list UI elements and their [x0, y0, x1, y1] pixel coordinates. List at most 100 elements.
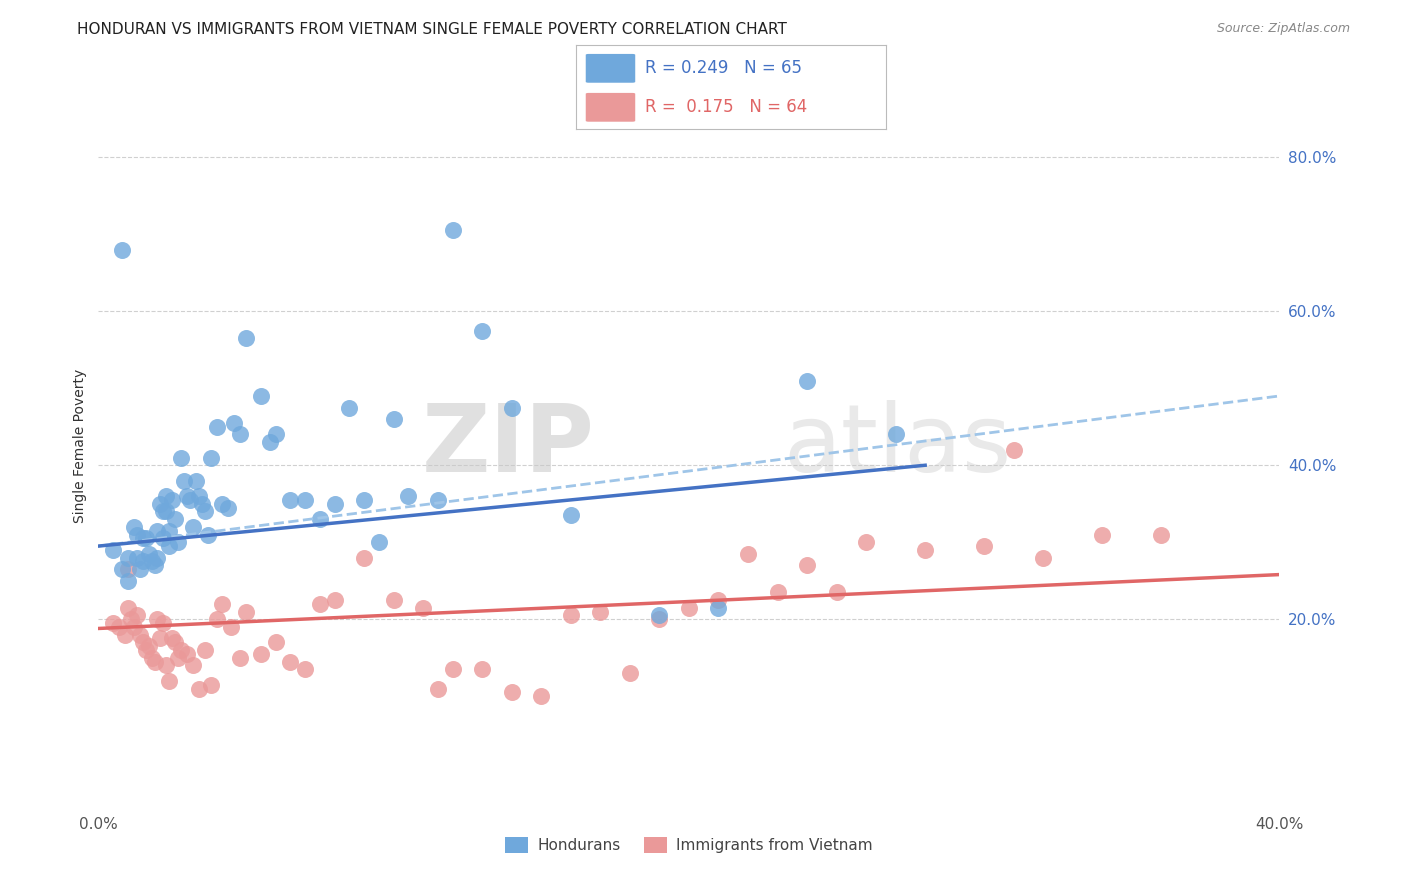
Point [128, 562, 150, 576]
Point [766, 585, 789, 599]
Point [737, 547, 759, 561]
Point [501, 401, 523, 415]
Point [294, 492, 316, 507]
Point [855, 535, 877, 549]
Point [138, 639, 160, 653]
Point [250, 647, 273, 661]
Point [412, 600, 434, 615]
Point [138, 547, 160, 561]
Point [211, 597, 233, 611]
Point [796, 374, 818, 388]
Point [200, 450, 222, 465]
Point [125, 527, 148, 541]
Point [125, 608, 148, 623]
Point [155, 489, 177, 503]
Point [560, 508, 582, 523]
Point [181, 658, 204, 673]
Point [152, 616, 174, 631]
Point [398, 489, 420, 503]
Point [264, 635, 287, 649]
Point [200, 678, 222, 692]
Point [117, 574, 139, 588]
Point [914, 543, 936, 558]
Point [122, 520, 145, 534]
Point [197, 527, 219, 541]
Point [1091, 527, 1114, 541]
Point [111, 243, 134, 257]
Point [1002, 442, 1025, 457]
Point [427, 492, 450, 507]
Point [224, 416, 246, 430]
Point [117, 600, 139, 615]
Point [441, 223, 464, 237]
Point [339, 401, 361, 415]
Point [170, 643, 193, 657]
Point [149, 632, 172, 646]
Point [155, 658, 177, 673]
Point [167, 650, 190, 665]
FancyBboxPatch shape [586, 93, 636, 121]
Point [707, 593, 730, 607]
Point [117, 562, 139, 576]
Point [128, 627, 150, 641]
Point [181, 520, 204, 534]
Point [205, 419, 228, 434]
Point [141, 554, 163, 568]
Point [176, 489, 198, 503]
Point [235, 605, 257, 619]
Point [973, 539, 995, 553]
Point [146, 612, 169, 626]
Point [648, 608, 671, 623]
Point [187, 681, 209, 696]
Point [382, 593, 405, 607]
Point [179, 492, 201, 507]
Point [309, 597, 332, 611]
Point [294, 662, 316, 676]
Point [323, 593, 346, 607]
Point [678, 600, 700, 615]
Point [152, 532, 174, 546]
Point [221, 620, 243, 634]
Point [143, 655, 166, 669]
Point [176, 647, 198, 661]
Point [194, 643, 217, 657]
Point [122, 620, 145, 634]
Point [229, 427, 252, 442]
Point [259, 435, 281, 450]
Point [143, 558, 166, 573]
Point [146, 550, 169, 565]
Point [187, 489, 209, 503]
Point [155, 504, 177, 518]
Point [132, 532, 155, 546]
Point [132, 635, 155, 649]
Point [165, 635, 187, 649]
Point [205, 612, 228, 626]
Point [427, 681, 450, 696]
Point [184, 474, 207, 488]
Point [217, 500, 239, 515]
Point [471, 662, 494, 676]
Point [250, 389, 273, 403]
Point [157, 539, 180, 553]
Point [111, 562, 134, 576]
Point [441, 662, 464, 676]
Point [194, 504, 217, 518]
Point [368, 535, 391, 549]
Text: R =  0.175   N = 64: R = 0.175 N = 64 [644, 98, 807, 116]
Point [149, 497, 172, 511]
Point [353, 550, 375, 565]
Point [707, 600, 730, 615]
Point [530, 690, 553, 704]
Point [103, 543, 125, 558]
Point [135, 643, 157, 657]
Y-axis label: Single Female Poverty: Single Female Poverty [73, 369, 87, 523]
Text: Source: ZipAtlas.com: Source: ZipAtlas.com [1216, 22, 1350, 36]
Point [120, 612, 142, 626]
Point [648, 612, 671, 626]
Point [132, 554, 155, 568]
Point [141, 650, 163, 665]
Point [157, 673, 180, 688]
Point [167, 535, 190, 549]
Point [146, 524, 169, 538]
Point [323, 497, 346, 511]
